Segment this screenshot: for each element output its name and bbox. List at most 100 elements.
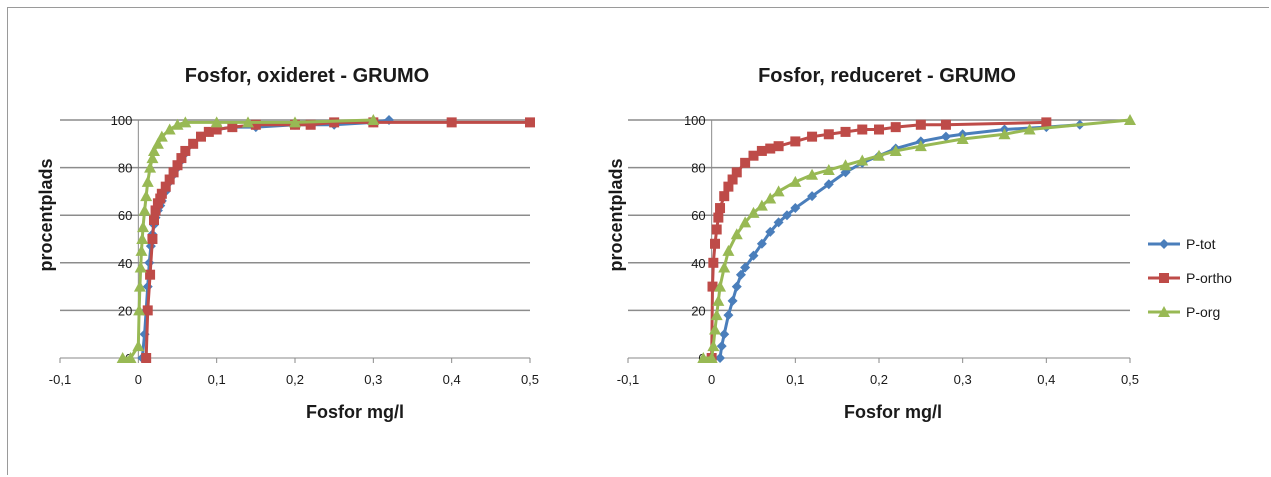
data-point	[289, 116, 301, 128]
data-point	[715, 353, 726, 363]
series-p-tot	[715, 119, 1085, 363]
y-tick-label: 80	[691, 161, 705, 176]
data-point	[137, 221, 150, 233]
legend-label: P-ortho	[1186, 270, 1232, 286]
x-tick-label: 0,1	[208, 372, 226, 387]
series-line	[703, 118, 1131, 360]
data-point	[840, 126, 851, 137]
data-point	[710, 309, 723, 321]
plot-area: 020406080100-0,100,10,20,30,40,5	[49, 113, 539, 387]
data-point	[142, 305, 153, 316]
data-point	[748, 150, 759, 161]
data-point	[823, 129, 834, 140]
x-tick-label: 0	[708, 372, 715, 387]
data-point	[133, 304, 146, 316]
data-point	[203, 126, 214, 137]
data-point	[915, 119, 926, 130]
data-point	[807, 131, 818, 142]
series-line	[144, 120, 530, 359]
data-point	[141, 353, 152, 363]
x-tick-label: 0	[135, 372, 142, 387]
data-point	[446, 117, 457, 128]
y-tick-label: 60	[118, 208, 132, 223]
data-point	[250, 119, 261, 130]
data-point	[156, 188, 167, 199]
data-point	[856, 154, 869, 166]
data-point	[790, 136, 801, 147]
data-point	[740, 262, 751, 273]
data-point	[715, 203, 726, 214]
series-line	[122, 118, 374, 360]
data-point	[711, 224, 722, 235]
data-point	[147, 234, 158, 244]
data-point	[719, 329, 730, 340]
chart-left: Fosfor, oxideret - GRUMO procentplads Fo…	[36, 65, 539, 422]
data-point	[1023, 123, 1036, 135]
y-tick-label: 40	[691, 256, 705, 271]
y-axis-label: procentplads	[36, 158, 56, 271]
data-point	[135, 244, 148, 256]
y-tick-label: 60	[691, 208, 705, 223]
data-point	[998, 128, 1011, 140]
data-point	[773, 141, 784, 152]
data-point	[756, 145, 767, 156]
data-point	[822, 163, 835, 175]
data-point	[1124, 114, 1136, 125]
data-point	[781, 210, 792, 221]
data-point	[148, 144, 160, 156]
data-point	[144, 161, 157, 173]
data-point	[163, 123, 176, 135]
data-point	[227, 122, 238, 133]
data-point	[764, 192, 777, 204]
data-point	[164, 174, 175, 185]
data-point	[718, 261, 731, 273]
data-point	[940, 131, 951, 142]
data-point	[134, 261, 147, 273]
data-point	[136, 233, 149, 244]
series-p-ortho	[706, 117, 1052, 363]
data-point	[714, 280, 727, 292]
x-tick-label: 0,2	[870, 372, 888, 387]
y-axis-label: procentplads	[606, 158, 626, 271]
x-tick-label: 0,2	[286, 372, 304, 387]
data-point	[124, 352, 137, 363]
x-axis-label: Fosfor mg/l	[306, 402, 404, 422]
data-point	[857, 124, 868, 135]
legend-marker	[1159, 239, 1169, 249]
data-point	[790, 203, 801, 214]
legend-marker	[1159, 273, 1169, 283]
legend-label: P-org	[1186, 304, 1220, 320]
series-line	[718, 123, 1080, 359]
y-tick-label: 20	[691, 303, 705, 318]
data-point	[727, 295, 738, 306]
data-point	[145, 269, 156, 280]
data-point	[146, 152, 159, 164]
data-point	[179, 116, 192, 128]
data-point	[890, 122, 901, 133]
data-point	[789, 175, 802, 187]
series-p-org	[697, 114, 1136, 363]
data-point	[710, 238, 721, 249]
data-point	[719, 191, 730, 202]
data-point	[773, 217, 784, 228]
data-point	[727, 174, 738, 185]
data-point	[914, 140, 927, 152]
y-tick-label: 20	[118, 303, 132, 318]
data-point	[723, 181, 734, 192]
data-point	[140, 190, 153, 202]
series-p-ortho	[141, 117, 535, 363]
data-point	[807, 191, 818, 202]
data-point	[367, 114, 380, 125]
data-point	[731, 281, 742, 292]
data-point	[176, 153, 187, 164]
data-point	[707, 340, 720, 352]
data-point	[196, 131, 206, 142]
data-point	[160, 181, 171, 192]
plot-area: 020406080100-0,100,10,20,30,40,5	[617, 113, 1139, 387]
data-point	[756, 238, 767, 249]
data-point	[874, 124, 884, 135]
data-point	[150, 205, 161, 216]
chart-frame	[7, 7, 1269, 475]
data-point	[765, 143, 776, 154]
